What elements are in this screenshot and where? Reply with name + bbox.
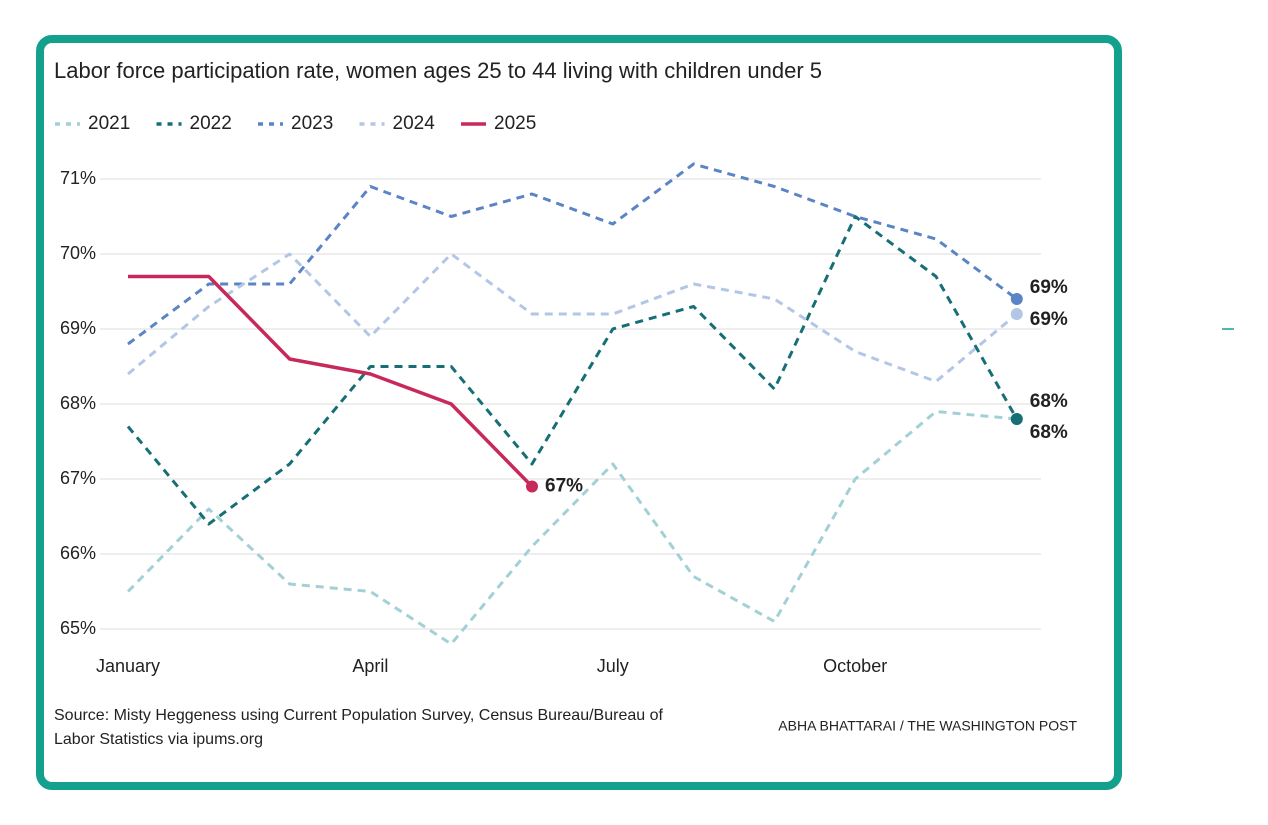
legend-label: 2025 — [494, 113, 536, 134]
line-series — [127, 162, 1018, 346]
y-tick-label: 65% — [60, 618, 96, 638]
line-series — [128, 274, 534, 488]
legend-label: 2023 — [291, 113, 333, 134]
x-tick-label: January — [96, 656, 160, 676]
value-label: 68% — [1030, 422, 1068, 443]
value-label: 69% — [1030, 309, 1068, 330]
legend-label: 2024 — [393, 113, 436, 134]
value-label: 68% — [1030, 391, 1068, 412]
line-series — [126, 215, 1019, 526]
end-dot — [526, 480, 538, 493]
value-label: 69% — [1030, 277, 1068, 298]
y-tick-label: 68% — [60, 393, 96, 413]
source: Source: Misty Heggeness using Current Po… — [54, 707, 663, 724]
chart-title: Labor force participation rate, women ag… — [54, 58, 822, 83]
legend-label: 2022 — [190, 113, 232, 134]
legend-label: 2021 — [88, 113, 130, 134]
y-tick-label: 70% — [60, 243, 96, 263]
value-label: 67% — [545, 476, 583, 497]
source: Labor Statistics via ipums.org — [54, 731, 263, 748]
y-tick-label: 66% — [60, 543, 96, 563]
end-dot — [1010, 413, 1023, 425]
line-series — [127, 252, 1018, 383]
card — [36, 35, 1122, 790]
y-tick-label: 67% — [60, 468, 96, 488]
x-tick-label: July — [597, 656, 629, 676]
y-tick-label: 69% — [60, 318, 96, 338]
x-tick-label: October — [823, 656, 887, 676]
end-dot — [1010, 293, 1023, 305]
end-dot — [1010, 308, 1023, 320]
y-tick-label: 71% — [60, 168, 96, 188]
credit: ABHA BHATTARAI / THE WASHINGTON POST — [778, 718, 1077, 734]
x-tick-label: April — [352, 656, 388, 676]
line-series — [126, 410, 1017, 646]
